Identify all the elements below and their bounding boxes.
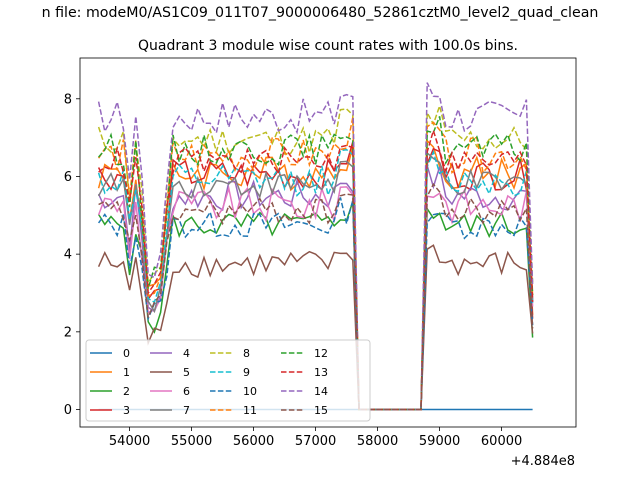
legend-label-2: 2: [123, 385, 130, 398]
legend-label-5: 5: [183, 366, 190, 379]
y-tick-label: 0: [64, 403, 72, 418]
legend-label-15: 15: [314, 404, 328, 417]
y-tick-label: 6: [64, 170, 72, 185]
x-tick-label: 54000: [109, 434, 150, 449]
figure-suptitle: n file: modeM0/AS1C09_011T07_9000006480_…: [42, 5, 599, 21]
chart-title: Quadrant 3 module wise count rates with …: [138, 38, 518, 54]
legend-label-10: 10: [243, 385, 257, 398]
y-tick-label: 4: [64, 248, 72, 263]
axes-frame: [79, 57, 577, 428]
x-tick-label: 57000: [295, 434, 336, 449]
x-tick-label: 56000: [233, 434, 274, 449]
legend-label-6: 6: [183, 385, 190, 398]
series-line-13: [98, 127, 534, 411]
series-line-6: [97, 185, 534, 411]
legend-label-4: 4: [183, 347, 190, 360]
series-line-12: [98, 116, 534, 411]
legend-label-1: 1: [123, 366, 130, 379]
legend-label-14: 14: [314, 385, 328, 398]
legend-label-9: 9: [243, 366, 250, 379]
y-axis: 0 2 4 6 8: [64, 92, 80, 418]
legend-label-8: 8: [243, 347, 250, 360]
legend-label-13: 13: [314, 366, 328, 379]
x-tick-label: 59000: [419, 434, 460, 449]
x-axis: 54000 55000 56000 57000 58000 59000 60000: [109, 427, 522, 449]
series-line-15: [98, 182, 534, 411]
y-tick-label: 2: [64, 325, 72, 340]
series-line-7: [97, 151, 534, 411]
x-offset-label: +4.884e8: [511, 454, 575, 469]
x-tick-label: 58000: [357, 434, 398, 449]
x-tick-label: 60000: [481, 434, 522, 449]
series-line-5: [97, 244, 534, 411]
legend-label-7: 7: [183, 404, 190, 417]
legend-label-11: 11: [243, 404, 257, 417]
series-line-10: [97, 197, 534, 411]
y-tick-label: 8: [64, 92, 72, 107]
series-line-9: [97, 148, 534, 411]
series-line-14: [97, 82, 534, 411]
series-line-8: [97, 103, 534, 411]
legend-label-0: 0: [123, 347, 130, 360]
legend-box: [85, 339, 371, 422]
x-tick-label: 55000: [171, 434, 212, 449]
plot-lines: [97, 82, 534, 411]
legend-label-12: 12: [314, 347, 328, 360]
legend-label-3: 3: [123, 404, 130, 417]
